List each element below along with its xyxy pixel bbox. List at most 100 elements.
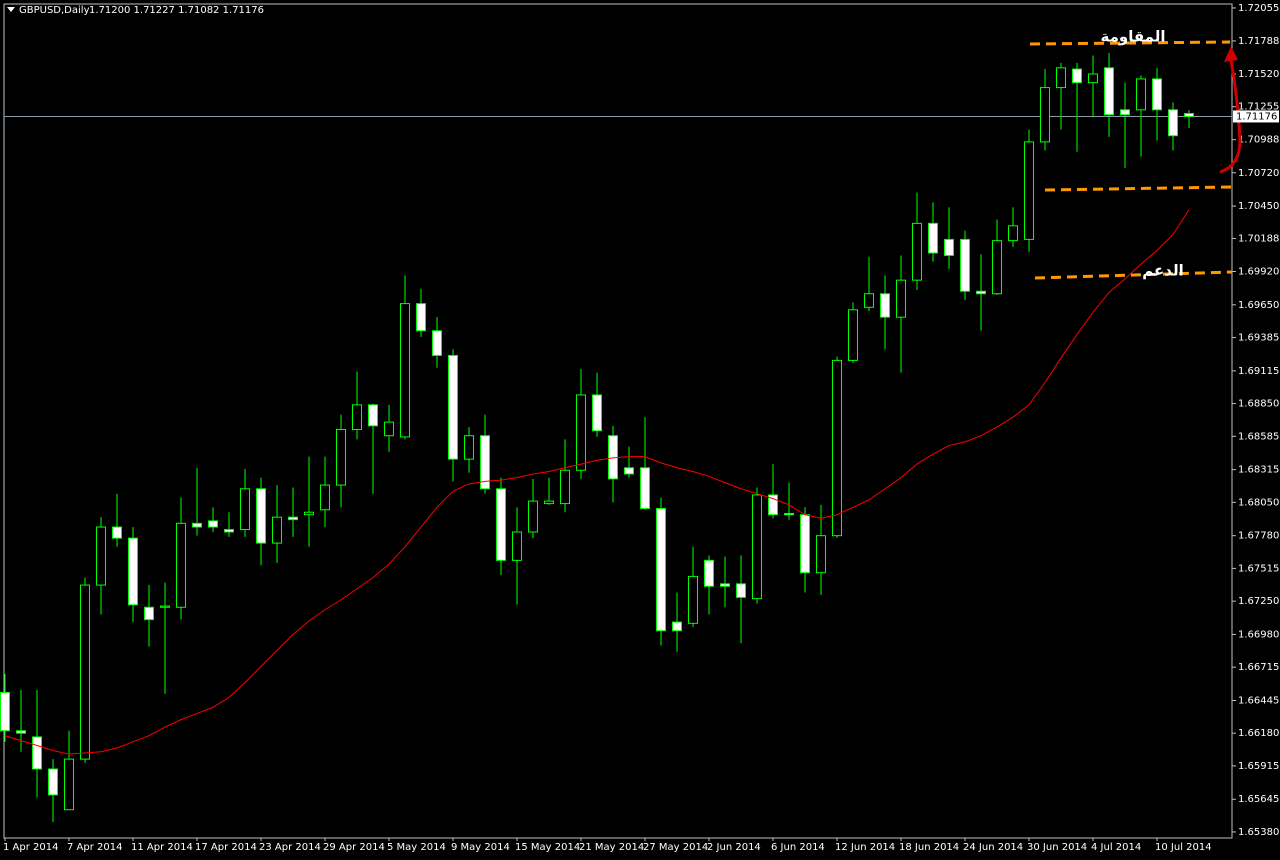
arrow-head [1224,46,1238,62]
y-tick-label: 1.68850 [1238,399,1279,410]
candle-body [1056,67,1066,89]
candle-body [416,303,426,332]
x-tick-label: 6 Jun 2014 [771,842,825,853]
candle-body [448,354,458,460]
candle-body [1104,67,1114,116]
candle-body [832,359,842,537]
candle-body [944,238,954,256]
y-tick-label: 1.65645 [1238,794,1279,805]
candle-body [1184,112,1194,117]
candle-body [352,404,362,431]
x-tick-label: 29 Apr 2014 [323,842,385,853]
price-label-box [1233,110,1279,123]
candle-body [1088,73,1098,84]
y-tick-label: 1.70720 [1238,168,1279,179]
candle-body [64,758,74,811]
candle-body [160,605,170,608]
x-tick-label: 23 Apr 2014 [259,842,321,853]
x-tick-label: 21 May 2014 [579,842,644,853]
candle-body [512,531,522,561]
candle-body [400,303,410,438]
candle-body [688,575,698,624]
y-tick-label: 1.65380 [1238,827,1279,838]
candle-body [272,516,282,544]
x-tick-label: 4 Jul 2014 [1091,842,1141,853]
candle-body [320,484,330,511]
x-tick-label: 17 Apr 2014 [195,842,257,853]
candle-body [48,768,58,796]
candle-body [240,488,250,531]
candle-body [1152,78,1162,111]
candle-body [1024,141,1034,240]
candle-body [496,488,506,561]
candle-body [1072,68,1082,84]
y-tick-label: 1.71788 [1238,36,1279,47]
candle-body [384,421,394,437]
candle-body [208,520,218,528]
candle-body [256,488,266,544]
candle-body [1120,109,1130,116]
candle-body [368,404,378,427]
candle-body [80,584,90,760]
y-tick-label: 1.66980 [1238,629,1279,640]
candle-body [656,508,666,632]
candle-body [800,514,810,574]
x-tick-label: 30 Jun 2014 [1027,842,1087,853]
candle-body [1136,78,1146,111]
candle-body [0,691,10,732]
candle-body [528,500,538,533]
candle-body [672,621,682,632]
candle-body [16,730,26,734]
menu-triangle[interactable] [7,7,15,12]
y-tick-label: 1.70988 [1238,135,1279,146]
x-tick-label: 12 Jun 2014 [835,842,895,853]
candle-body [1168,109,1178,137]
candle-body [32,736,42,770]
candle-body [288,516,298,521]
candle-body [640,467,650,510]
candle-body [768,494,778,516]
moving-average [4,209,1190,755]
ohlc-text: 1.71200 1.71227 1.71082 1.71176 [89,5,264,16]
x-tick-label: 27 May 2014 [643,842,708,853]
y-tick-label: 1.71520 [1238,69,1279,80]
candle-body [720,583,730,587]
candle-body [928,222,938,254]
candle-body [736,583,746,598]
candle-body [912,222,922,281]
x-tick-label: 1 Apr 2014 [3,842,58,853]
candle-body [432,330,442,356]
x-tick-label: 18 Jun 2014 [899,842,959,853]
candle-body [112,526,122,539]
candle-body [592,394,602,432]
x-tick-label: 24 Jun 2014 [963,842,1023,853]
y-tick-label: 1.69115 [1238,366,1279,377]
x-tick-label: 5 May 2014 [387,842,446,853]
candle-body [144,606,154,621]
resistance-line [1029,40,1231,46]
candle-body [96,526,106,586]
candle-body [880,293,890,318]
resistance-label: المقاومة [1101,28,1166,46]
candle-body [816,535,826,574]
candle-body [864,293,874,308]
y-tick-label: 1.68585 [1238,431,1279,442]
candle-body [304,511,314,516]
arrow-shaft [1219,59,1242,174]
candle-body [480,435,490,490]
support-label: الدعم [1142,262,1183,280]
candle-body [560,469,570,505]
y-tick-label: 1.67250 [1238,596,1279,607]
candle-body [976,290,986,295]
candle-body [544,500,554,505]
y-tick-label: 1.70188 [1238,233,1279,244]
candle-body [624,467,634,475]
candle-body [176,522,186,608]
y-tick-label: 1.68050 [1238,497,1279,508]
y-tick-label: 1.65915 [1238,761,1279,772]
candle-body [960,238,970,292]
x-tick-label: 9 May 2014 [451,842,510,853]
y-tick-label: 1.67515 [1238,563,1279,574]
plot-area: 1.72055 1.71788 1.71520 1.71255 1.70988 1.707… [0,3,1279,853]
